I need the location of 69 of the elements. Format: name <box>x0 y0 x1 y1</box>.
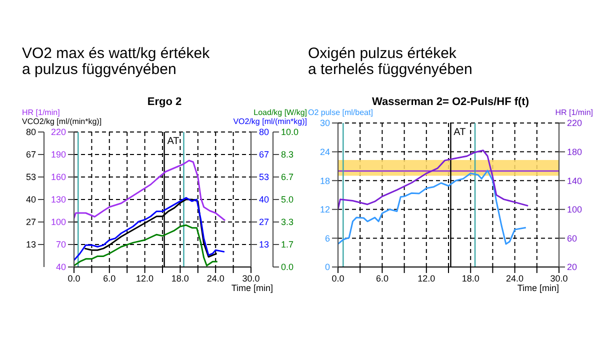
y2-axis-title: VO2/kg [ml/(min*kg)] <box>233 117 307 126</box>
y-tick-label: 40 <box>56 262 66 272</box>
y3-tick-label: 3.3 <box>281 217 294 228</box>
y3-tick-label: 5.0 <box>281 194 294 205</box>
x-axis-title: Time [min] <box>516 283 560 293</box>
x-axis-title: Time [min] <box>230 283 274 293</box>
y-tick-label: 160 <box>50 172 66 182</box>
y2-tick-label: 53 <box>259 172 270 182</box>
y-tick-label: 220 <box>50 127 66 138</box>
y2-tick-label: 40 <box>259 194 270 205</box>
y-tick-label: 100 <box>50 217 66 228</box>
text: 27 <box>26 217 36 228</box>
x-tick-label: 6.0 <box>376 273 388 284</box>
y2-tick-label: 27 <box>259 217 270 228</box>
x-tick-label: 24.0 <box>506 273 524 284</box>
y3-axis-title: Load/kg [W/kg] <box>254 108 307 117</box>
x-tick-label: 0.0 <box>68 273 80 284</box>
y-tick-label: 130 <box>50 194 66 205</box>
y-tick-label: 0 <box>324 262 330 272</box>
y-tick-label: 18 <box>320 176 330 186</box>
chart-subtitle: Wasserman 2= O2-Puls/HF f(t) <box>371 96 530 108</box>
text: 40 <box>26 194 36 205</box>
y2-tick-label: 140 <box>567 176 582 186</box>
x-tick-label: 6.0 <box>103 273 116 284</box>
y3-tick-label: 10.0 <box>281 127 299 138</box>
ref-line-label: AT <box>167 136 180 148</box>
x-tick-label: 12.0 <box>136 273 154 284</box>
y2-tick-label: 80 <box>259 127 270 138</box>
line-series <box>74 197 226 261</box>
y-tick-label: 24 <box>320 146 330 157</box>
y3-tick-label: 0.0 <box>281 262 294 272</box>
x-tick-label: 12.0 <box>418 273 436 284</box>
y2-tick-label: 220 <box>567 118 582 128</box>
text: 13 <box>26 240 36 250</box>
y2-tick-label: 180 <box>567 146 582 157</box>
y2-tick-label: 67 <box>259 150 270 160</box>
line-series <box>74 160 226 222</box>
text: VCO2/kg [ml/(min*kg)] <box>22 117 102 126</box>
line-series <box>338 150 529 210</box>
y3-tick-label: 6.7 <box>281 172 294 182</box>
text: 53 <box>26 172 36 182</box>
chart-title: Oxigén pulzus értékek a terhelés függvényében <box>308 45 474 80</box>
text: 80 <box>26 127 36 138</box>
y-axis-title: O2 pulse [ml/beat] <box>308 108 373 117</box>
y2-tick-label: 100 <box>567 204 582 215</box>
y-tick-label: 70 <box>56 240 66 250</box>
x-tick-label: 30.0 <box>242 273 260 284</box>
ref-line-label: AT <box>454 127 466 138</box>
line-series <box>338 170 527 245</box>
chart-title: VO2 max és watt/kg értékek a pulzus függvényében <box>22 45 211 80</box>
y2-axis-title: HR [1/min] <box>555 108 593 117</box>
y2-tick-label: 13 <box>259 240 270 250</box>
x-tick-label: 18.0 <box>171 273 189 284</box>
y-tick-label: 12 <box>320 204 330 215</box>
x-tick-label: 30.0 <box>550 273 568 284</box>
y-tick-label: 190 <box>50 150 66 160</box>
y3-tick-label: 8.3 <box>281 150 294 160</box>
x-tick-label: 18.0 <box>462 273 480 284</box>
y2-tick-label: 20 <box>567 262 578 272</box>
y-axis-title: HR [1/min] <box>22 108 60 117</box>
y3-tick-label: 1.7 <box>281 240 294 250</box>
x-tick-label: 0.0 <box>332 273 344 284</box>
y-tick-label: 6 <box>324 233 330 244</box>
text: 67 <box>26 150 36 160</box>
x-tick-label: 24.0 <box>206 273 224 284</box>
y-tick-label: 30 <box>320 118 330 128</box>
chart-subtitle: Ergo 2 <box>146 96 183 108</box>
line-series <box>74 224 218 266</box>
y2-tick-label: 60 <box>567 233 578 244</box>
